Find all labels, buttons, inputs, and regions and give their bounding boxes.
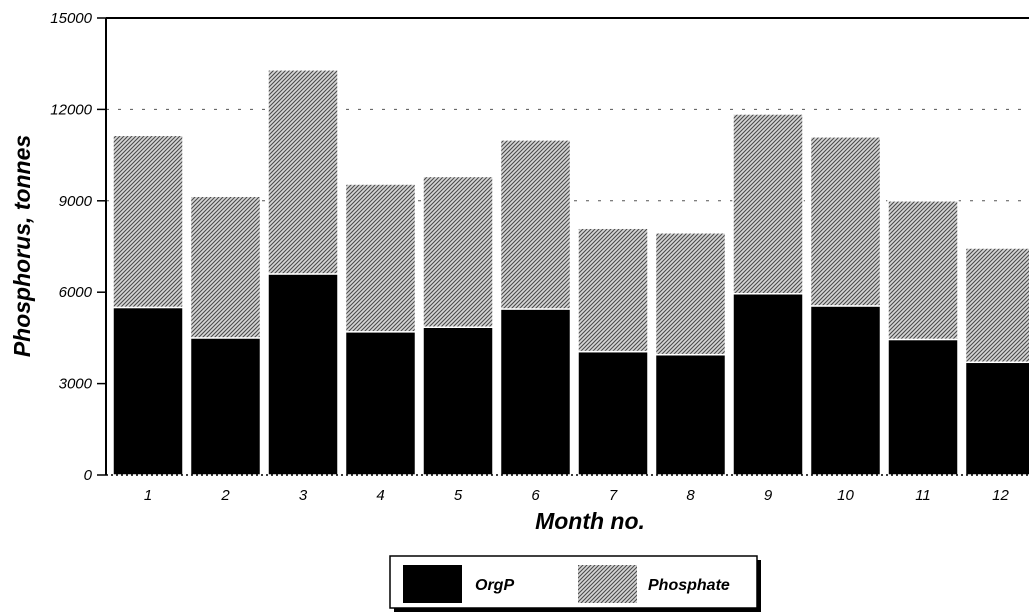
bar-phosphate-month-11 [887, 200, 959, 341]
bar-orgp-month-4 [344, 331, 417, 476]
bar-phosphate-month-8 [654, 232, 727, 356]
y-tick-label: 12000 [50, 101, 92, 118]
x-tick-label: 1 [144, 487, 152, 504]
x-tick-label: 2 [220, 487, 230, 504]
axes [105, 17, 1029, 476]
bar-orgp-month-11 [887, 338, 959, 476]
bar-phosphate-month-3 [267, 69, 339, 275]
x-tick-label: 12 [992, 487, 1009, 504]
bar-phosphate-month-7 [577, 227, 649, 353]
bar-orgp-month-5 [422, 326, 494, 476]
x-tick-label: 11 [915, 487, 931, 504]
x-ticks: 1 2 3 4 5 6 7 8 9 10 11 12 [144, 487, 1010, 504]
y-tick-label: 0 [84, 467, 93, 484]
legend-swatch-phosphate [578, 565, 637, 603]
x-tick-label: 10 [837, 487, 854, 504]
bar-orgp-month-9 [732, 292, 804, 476]
y-axis-title: Phosphorus, tonnes [9, 135, 35, 357]
y-tick-label: 3000 [59, 376, 93, 393]
y-ticks: 0 3000 6000 9000 12000 15000 [50, 10, 106, 484]
x-tick-label: 6 [531, 487, 540, 504]
bar-phosphate-month-1 [112, 134, 184, 309]
y-tick-label: 6000 [59, 284, 93, 301]
legend-swatch-orgp [403, 565, 462, 603]
legend-label-orgp: OrgP [475, 577, 514, 594]
x-tick-label: 7 [609, 487, 618, 504]
bar-orgp-month-7 [577, 350, 649, 476]
bar-phosphate-month-12 [964, 247, 1029, 364]
y-tick-label: 15000 [50, 10, 92, 27]
bars [112, 69, 1029, 476]
y-tick-label: 9000 [59, 193, 93, 210]
legend-label-phosphate: Phosphate [648, 577, 730, 594]
x-tick-label: 8 [686, 487, 695, 504]
x-axis-title: Month no. [535, 508, 645, 534]
x-tick-label: 5 [454, 487, 463, 504]
x-tick-label: 4 [376, 487, 384, 504]
bar-orgp-month-8 [654, 353, 727, 476]
legend: OrgP Phosphate [389, 555, 761, 612]
bar-phosphate-month-4 [344, 183, 417, 333]
bar-phosphate-month-2 [189, 195, 262, 339]
x-tick-label: 9 [764, 487, 773, 504]
bar-orgp-month-1 [112, 306, 184, 476]
bar-phosphate-month-5 [422, 175, 494, 328]
bar-orgp-month-10 [809, 305, 882, 476]
bar-orgp-month-3 [267, 273, 339, 476]
x-tick-label: 3 [299, 487, 308, 504]
bar-orgp-month-6 [499, 308, 572, 476]
bar-phosphate-month-10 [809, 136, 882, 307]
bar-orgp-month-12 [964, 361, 1029, 476]
bar-orgp-month-2 [189, 337, 262, 476]
bar-phosphate-month-9 [732, 113, 804, 295]
bar-phosphate-month-6 [499, 139, 572, 310]
